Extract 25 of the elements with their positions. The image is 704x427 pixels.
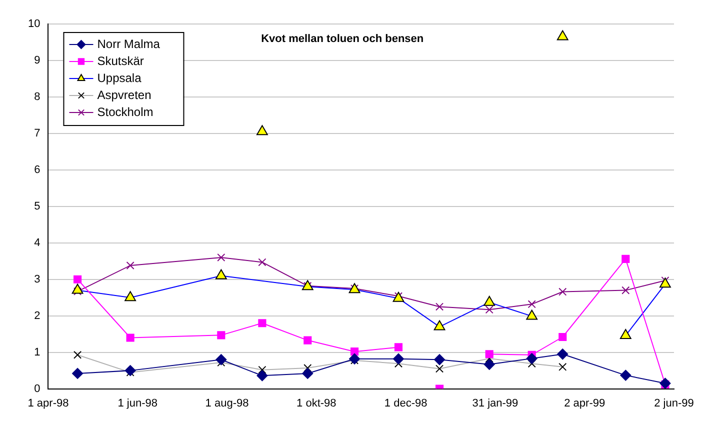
y-tick-label: 5 (34, 200, 40, 212)
y-tick-label: 7 (34, 127, 40, 140)
y-tick-label: 8 (34, 90, 40, 103)
y-tick-label: 3 (34, 273, 40, 286)
x-tick-label: 1 jun-98 (118, 397, 158, 410)
y-tick-label: 1 (34, 346, 40, 358)
x-tick-label: 1 aug-98 (205, 397, 249, 410)
x-tick-label: 2 apr-99 (564, 397, 606, 410)
legend-label: Norr Malma (97, 36, 160, 51)
y-tick-label: 2 (34, 310, 40, 322)
x-tick-label: 31 jan-99 (472, 397, 518, 410)
legend-label: Uppsala (97, 70, 142, 85)
x-tick-label: 1 okt-98 (296, 397, 336, 410)
y-tick-label: 4 (34, 236, 40, 249)
x-tick-label: 1 dec-98 (384, 397, 428, 410)
legend-label: Stockholm (97, 104, 154, 119)
legend-label: Skutskär (97, 54, 144, 68)
y-tick-label: 6 (34, 164, 40, 176)
x-tick-label: 1 apr-98 (28, 397, 69, 410)
y-tick-label: 0 (34, 382, 40, 395)
x-tick-label: 2 jun-99 (654, 397, 694, 410)
y-tick-label: 10 (28, 18, 40, 30)
y-tick-label: 9 (34, 54, 40, 67)
legend-label: Aspvreten (97, 88, 152, 102)
text: Kvot mellan toluen och bensen (261, 33, 424, 46)
